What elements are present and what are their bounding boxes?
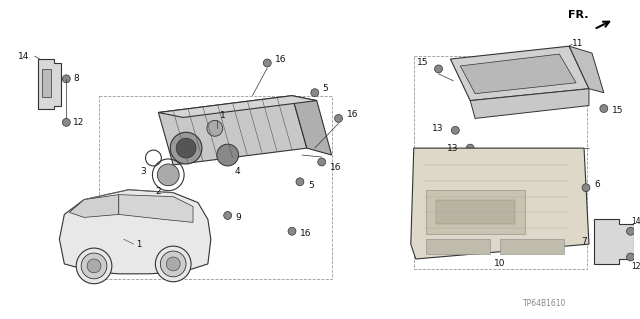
Text: FR.: FR.	[568, 11, 589, 20]
Circle shape	[451, 126, 460, 134]
Circle shape	[317, 158, 326, 166]
Circle shape	[217, 144, 239, 166]
Text: 12: 12	[632, 263, 640, 271]
Circle shape	[62, 75, 70, 83]
Polygon shape	[119, 195, 193, 222]
Bar	[42, 69, 51, 97]
Text: 1: 1	[136, 240, 141, 249]
Circle shape	[466, 144, 474, 152]
Polygon shape	[292, 96, 332, 155]
Circle shape	[263, 59, 271, 67]
Polygon shape	[411, 148, 589, 259]
Text: 7: 7	[581, 237, 587, 246]
Circle shape	[156, 246, 191, 282]
Circle shape	[311, 89, 319, 97]
Circle shape	[62, 118, 70, 126]
Circle shape	[288, 227, 296, 235]
Circle shape	[627, 227, 634, 235]
Polygon shape	[594, 219, 634, 264]
Text: 5: 5	[323, 84, 328, 93]
Bar	[436, 200, 515, 224]
Circle shape	[161, 251, 186, 277]
Text: 14: 14	[19, 52, 29, 61]
Text: 14: 14	[632, 217, 640, 226]
Polygon shape	[38, 59, 61, 108]
Text: TP64B1610: TP64B1610	[523, 299, 566, 308]
Polygon shape	[470, 89, 589, 118]
Circle shape	[166, 257, 180, 271]
Text: 16: 16	[330, 163, 341, 172]
Text: 16: 16	[275, 55, 287, 63]
Text: 10: 10	[494, 259, 506, 268]
Text: 16: 16	[300, 229, 312, 238]
Text: 8: 8	[73, 74, 79, 83]
Text: 15: 15	[417, 58, 429, 68]
Text: 6: 6	[594, 180, 600, 189]
Polygon shape	[460, 54, 576, 94]
Text: 2: 2	[156, 187, 161, 196]
Circle shape	[224, 211, 232, 219]
Text: 16: 16	[346, 110, 358, 119]
Bar	[426, 190, 525, 234]
Polygon shape	[451, 46, 589, 100]
Text: 5: 5	[308, 181, 314, 190]
Text: 4: 4	[235, 167, 241, 176]
Circle shape	[81, 253, 107, 279]
Text: 13: 13	[447, 144, 458, 152]
Polygon shape	[158, 96, 307, 165]
Circle shape	[627, 253, 634, 261]
Text: 1: 1	[220, 111, 225, 120]
Bar	[99, 96, 332, 279]
Circle shape	[87, 259, 101, 273]
Text: 11: 11	[572, 39, 584, 48]
Circle shape	[176, 138, 196, 158]
Bar	[414, 56, 587, 269]
Bar	[500, 239, 564, 254]
Circle shape	[582, 184, 590, 192]
Circle shape	[600, 105, 608, 113]
Circle shape	[435, 65, 442, 73]
Bar	[426, 239, 490, 254]
Polygon shape	[158, 96, 317, 117]
Circle shape	[335, 115, 342, 122]
Text: 3: 3	[141, 167, 147, 176]
Circle shape	[296, 178, 304, 186]
Circle shape	[76, 248, 112, 284]
Circle shape	[157, 164, 179, 186]
Circle shape	[170, 132, 202, 164]
Text: 13: 13	[432, 124, 444, 133]
Polygon shape	[69, 195, 119, 218]
Text: 15: 15	[612, 106, 623, 115]
Text: 12: 12	[73, 118, 84, 127]
Circle shape	[207, 120, 223, 136]
Polygon shape	[569, 46, 604, 93]
Text: 9: 9	[236, 213, 241, 222]
Polygon shape	[60, 190, 211, 274]
